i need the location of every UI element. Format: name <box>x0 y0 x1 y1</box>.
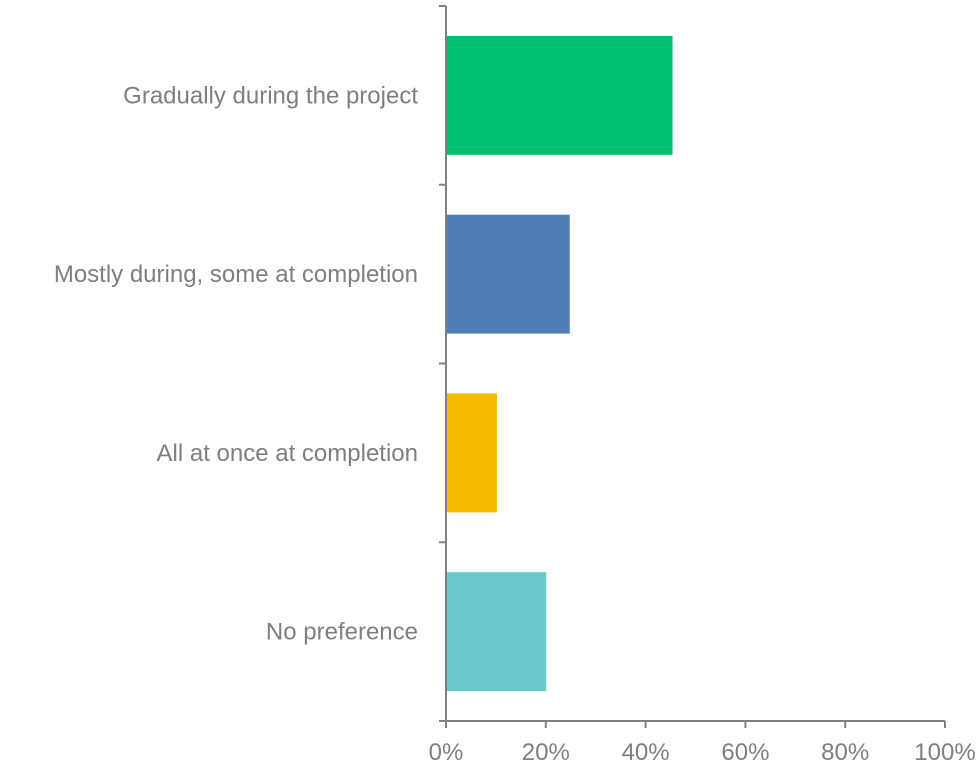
category-label: Mostly during, some at completion <box>54 261 418 288</box>
bar <box>446 572 547 692</box>
category-label: All at once at completion <box>157 440 418 467</box>
category-label: No preference <box>266 619 418 646</box>
bar <box>446 214 570 334</box>
axes <box>439 5 946 728</box>
x-tick-label: 60% <box>721 739 769 766</box>
x-tick-labels: 0% 20% 40% 60% 80% 100% <box>429 739 976 766</box>
x-tick-label: 20% <box>522 739 570 766</box>
x-tick-label: 80% <box>821 739 869 766</box>
bar <box>446 35 673 155</box>
x-tick-label: 40% <box>622 739 670 766</box>
x-tick-label: 100% <box>914 739 975 766</box>
bars <box>446 35 673 692</box>
category-labels: Gradually during the project Mostly duri… <box>54 82 418 645</box>
category-label: Gradually during the project <box>123 82 418 109</box>
x-tick-label: 0% <box>429 739 464 766</box>
bar <box>446 393 497 513</box>
